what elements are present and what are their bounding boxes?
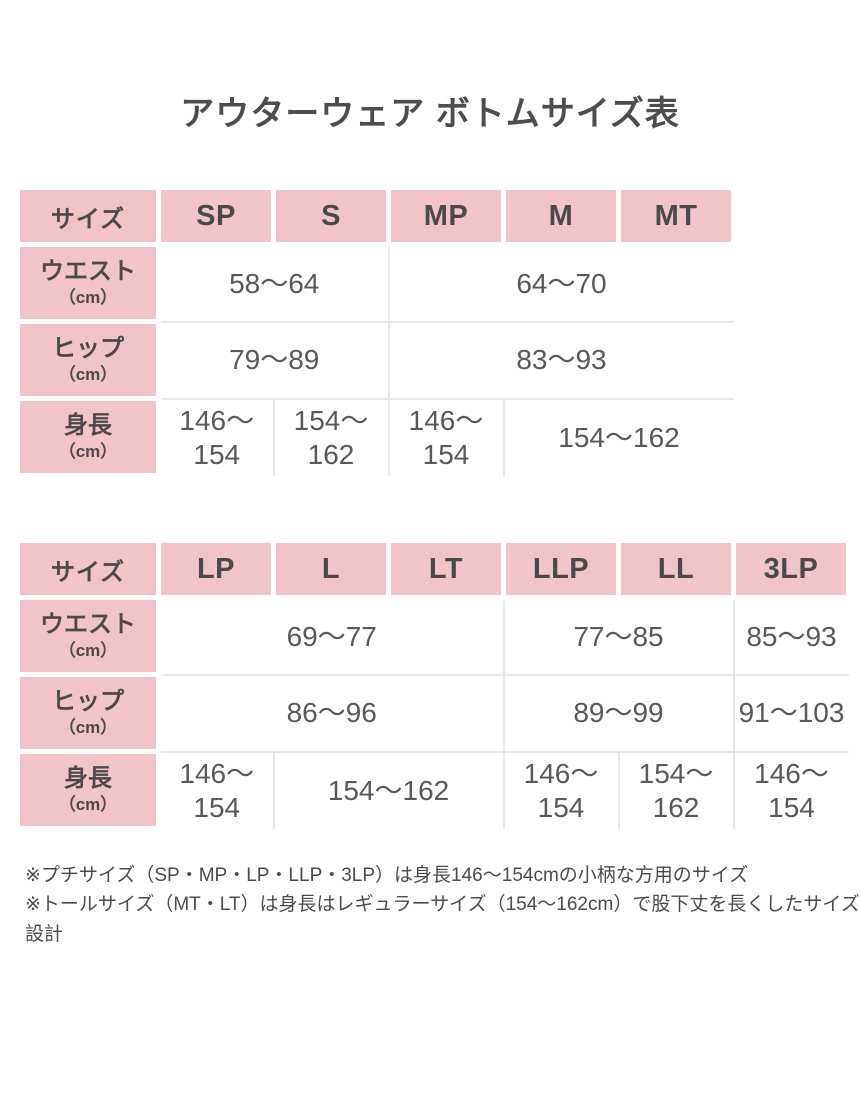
row-label-text: ウエスト	[40, 258, 136, 286]
corner-header-size: サイズ	[15, 538, 161, 600]
row-label-waist: ウエスト （cm）	[15, 242, 161, 324]
size-column-header: MT	[616, 185, 736, 247]
size-value-cell: 79〜89	[157, 320, 390, 400]
size-value-cell: 154〜162	[502, 397, 734, 476]
row-label-unit: （cm）	[58, 442, 118, 462]
row-label-text: 身長	[64, 412, 112, 440]
size-value-cell: 154〜162	[272, 750, 505, 829]
footnotes: ※プチサイズ（SP・MP・LP・LLP・3LP）は身長146〜154cmの小柄な…	[25, 861, 860, 949]
size-column-header: LLP	[501, 538, 621, 600]
size-value-cell: 154〜 162	[617, 750, 735, 829]
size-column-header: LL	[616, 538, 736, 600]
size-column-header: LP	[156, 538, 276, 600]
table-row: 身長 （cm） 146〜 154 154〜162 146〜 154 154〜 1…	[15, 749, 849, 831]
row-label-unit: （cm）	[58, 365, 118, 385]
size-column-header: S	[271, 185, 391, 247]
size-value-cell: 85〜93	[732, 596, 849, 676]
size-value-cell: 83〜93	[387, 320, 734, 400]
footnote-petite-sizes: ※プチサイズ（SP・MP・LP・LLP・3LP）は身長146〜154cmの小柄な…	[25, 865, 749, 886]
size-value-cell: 89〜99	[502, 673, 735, 753]
table-row: 身長 （cm） 146〜 154 154〜 162 146〜 154 154〜1…	[15, 396, 734, 478]
size-column-header: L	[271, 538, 391, 600]
size-value-cell: 146〜 154	[387, 397, 505, 476]
table-row: ヒップ （cm） 86〜96 89〜99 91〜103	[15, 672, 849, 754]
row-label-unit: （cm）	[58, 795, 118, 815]
row-label-waist: ウエスト （cm）	[15, 595, 161, 677]
size-column-header: LT	[386, 538, 506, 600]
row-label-text: ヒップ	[52, 335, 124, 363]
size-table-lp-3lp: サイズ LP L LT LLP LL 3LP ウエスト （cm） 69〜77 7…	[15, 538, 851, 831]
size-value-cell: 154〜 162	[272, 397, 390, 476]
row-label-hip: ヒップ （cm）	[15, 319, 161, 401]
table-row: ウエスト （cm） 69〜77 77〜85 85〜93	[15, 595, 849, 677]
row-label-height: 身長 （cm）	[15, 396, 161, 478]
table-row: サイズ LP L LT LLP LL 3LP	[15, 538, 851, 600]
row-label-unit: （cm）	[58, 718, 118, 738]
size-column-header: SP	[156, 185, 276, 247]
size-value-cell: 146〜 154	[732, 750, 849, 829]
row-label-text: ウエスト	[40, 611, 136, 639]
row-label-hip: ヒップ （cm）	[15, 672, 161, 754]
row-label-height: 身長 （cm）	[15, 749, 161, 831]
row-label-text: ヒップ	[52, 688, 124, 716]
row-label-unit: （cm）	[58, 641, 118, 661]
table-row: ウエスト （cm） 58〜64 64〜70	[15, 242, 734, 324]
size-value-cell: 58〜64	[157, 243, 390, 323]
size-value-cell: 146〜 154	[502, 750, 620, 829]
page-title: アウターウェア ボトムサイズ表	[180, 95, 680, 133]
size-value-cell: 146〜 154	[157, 397, 275, 476]
size-column-header: 3LP	[731, 538, 851, 600]
size-value-cell: 146〜 154	[157, 750, 275, 829]
size-column-header: MP	[386, 185, 506, 247]
size-value-cell: 69〜77	[157, 596, 505, 676]
size-value-cell: 64〜70	[387, 243, 734, 323]
row-label-unit: （cm）	[58, 288, 118, 308]
table-row: サイズ SP S MP M MT	[15, 185, 736, 247]
size-table-sp-mt: サイズ SP S MP M MT ウエスト （cm） 58〜64 64〜70 ヒ…	[15, 185, 736, 478]
size-column-header: M	[501, 185, 621, 247]
row-label-text: 身長	[64, 765, 112, 793]
size-value-cell: 86〜96	[157, 673, 505, 753]
corner-header-size: サイズ	[15, 185, 161, 247]
size-value-cell: 91〜103	[732, 673, 849, 753]
footnote-tall-sizes: ※トールサイズ（MT・LT）は身長はレギュラーサイズ（154〜162cm）で股下…	[25, 894, 860, 945]
size-value-cell: 77〜85	[502, 596, 735, 676]
table-row: ヒップ （cm） 79〜89 83〜93	[15, 319, 734, 401]
